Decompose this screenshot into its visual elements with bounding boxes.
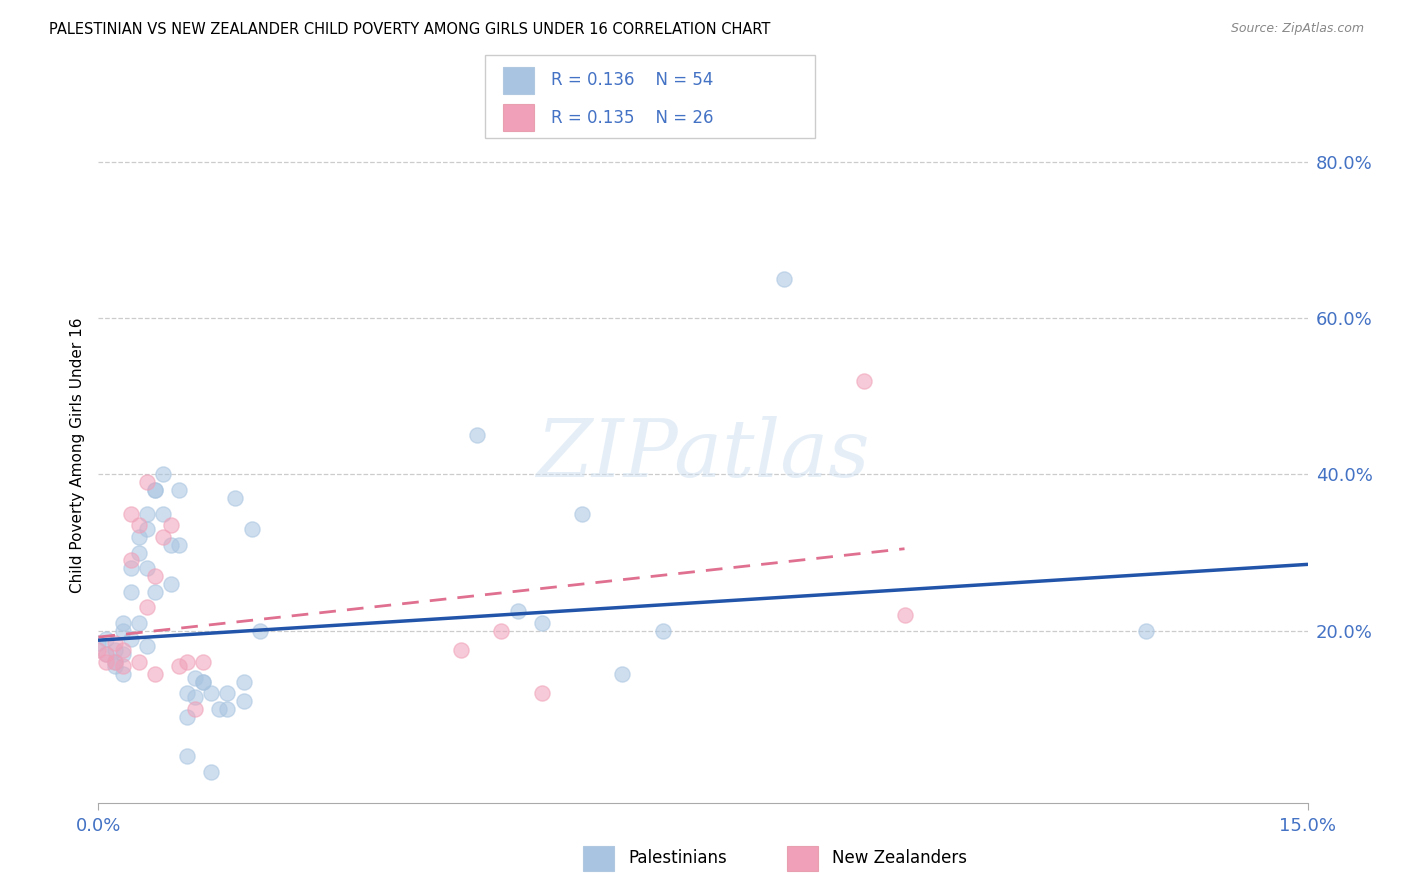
Point — [167, 659, 190, 673]
Point — [111, 624, 134, 638]
Point — [111, 615, 134, 630]
Point — [103, 659, 125, 673]
Point — [160, 538, 183, 552]
Point — [240, 522, 263, 536]
Point — [143, 569, 166, 583]
Point — [193, 655, 215, 669]
Point — [128, 546, 150, 560]
Point — [87, 643, 110, 657]
Point — [128, 530, 150, 544]
Point — [176, 686, 198, 700]
Point — [193, 674, 215, 689]
Point — [160, 577, 183, 591]
Point — [450, 643, 472, 657]
Point — [853, 374, 876, 388]
Point — [120, 632, 142, 646]
Point — [200, 686, 222, 700]
Point — [772, 272, 794, 286]
Point — [506, 604, 529, 618]
Point — [232, 674, 254, 689]
Point — [612, 666, 634, 681]
Point — [208, 702, 231, 716]
Text: Source: ZipAtlas.com: Source: ZipAtlas.com — [1230, 22, 1364, 36]
Point — [128, 518, 150, 533]
Point — [232, 694, 254, 708]
Point — [167, 538, 190, 552]
Point — [167, 483, 190, 497]
Point — [571, 507, 593, 521]
Point — [176, 710, 198, 724]
Point — [176, 655, 198, 669]
Point — [120, 584, 142, 599]
Point — [96, 647, 118, 661]
Point — [96, 655, 118, 669]
Text: R = 0.135    N = 26: R = 0.135 N = 26 — [551, 109, 714, 127]
Point — [530, 615, 553, 630]
Point — [152, 467, 174, 482]
Point — [111, 647, 134, 661]
Text: New Zealanders: New Zealanders — [832, 849, 967, 867]
Point — [103, 643, 125, 657]
Y-axis label: Child Poverty Among Girls Under 16: Child Poverty Among Girls Under 16 — [69, 318, 84, 592]
Point — [103, 655, 125, 669]
Point — [1135, 624, 1157, 638]
Point — [120, 507, 142, 521]
Point — [120, 561, 142, 575]
Point — [465, 428, 488, 442]
Point — [491, 624, 513, 638]
Point — [200, 764, 222, 779]
Point — [193, 674, 215, 689]
Point — [87, 635, 110, 649]
Text: Palestinians: Palestinians — [628, 849, 727, 867]
Point — [152, 507, 174, 521]
Point — [217, 686, 239, 700]
Text: PALESTINIAN VS NEW ZEALANDER CHILD POVERTY AMONG GIRLS UNDER 16 CORRELATION CHAR: PALESTINIAN VS NEW ZEALANDER CHILD POVER… — [49, 22, 770, 37]
Point — [135, 475, 157, 490]
Point — [224, 491, 246, 505]
Point — [143, 483, 166, 497]
Point — [111, 659, 134, 673]
Point — [96, 647, 118, 661]
Point — [111, 666, 134, 681]
Point — [96, 632, 118, 646]
Point — [143, 584, 166, 599]
Point — [143, 666, 166, 681]
Point — [176, 748, 198, 763]
Point — [184, 690, 207, 705]
Point — [152, 530, 174, 544]
Point — [128, 655, 150, 669]
Point — [249, 624, 271, 638]
Point — [135, 522, 157, 536]
Point — [135, 507, 157, 521]
Text: R = 0.136    N = 54: R = 0.136 N = 54 — [551, 71, 713, 89]
Point — [184, 671, 207, 685]
Point — [651, 624, 673, 638]
Point — [217, 702, 239, 716]
Point — [143, 483, 166, 497]
Point — [530, 686, 553, 700]
Point — [103, 635, 125, 649]
Point — [120, 553, 142, 567]
Point — [128, 615, 150, 630]
Point — [111, 643, 134, 657]
Point — [135, 561, 157, 575]
Text: ZIPatlas: ZIPatlas — [536, 417, 870, 493]
Point — [184, 702, 207, 716]
Point — [135, 600, 157, 615]
Point — [160, 518, 183, 533]
Point — [103, 655, 125, 669]
Point — [135, 640, 157, 654]
Point — [893, 608, 915, 623]
